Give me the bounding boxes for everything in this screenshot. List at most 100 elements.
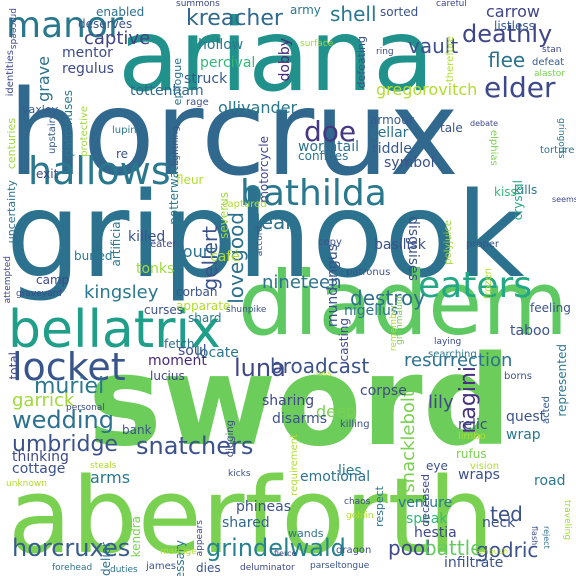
word-thinking: thinking <box>12 449 69 465</box>
word-borns: borns <box>504 371 532 382</box>
word-summons: summons <box>176 0 220 9</box>
word-elphias: elphias <box>488 130 499 166</box>
word-defeat: defeat <box>532 57 565 68</box>
word-seems: seems <box>552 195 576 204</box>
word-ariana: ariana <box>118 0 435 114</box>
word-luna: luna <box>234 354 286 382</box>
word-struck: struck <box>184 71 228 87</box>
word-carrow: carrow <box>486 2 540 21</box>
word-shared: shared <box>222 515 270 531</box>
word-yaxley: yaxley <box>22 103 59 116</box>
word-godric: godric <box>476 538 539 562</box>
word-sharing: sharing <box>262 393 315 409</box>
word-hallows: hallows <box>28 149 171 193</box>
word-road: road <box>534 473 566 489</box>
word-respect: respect <box>373 486 386 527</box>
word-tale: tale <box>440 121 463 135</box>
word-appears: appears <box>195 520 205 557</box>
word-exit: exit <box>36 167 59 181</box>
word-killed: killed <box>128 229 166 245</box>
word-lies: lies <box>338 463 362 479</box>
word-goblin: goblin <box>346 511 374 521</box>
word-james: james <box>146 561 177 572</box>
word-kendra: kendra <box>129 516 143 558</box>
word-confides: confides <box>298 149 349 163</box>
word-accord: accord <box>255 226 265 257</box>
word-symbol: symbol <box>384 155 435 171</box>
word-alastor: alastor <box>534 69 565 79</box>
word-dobby: dobby <box>277 38 293 82</box>
word-re: re <box>116 147 129 161</box>
word-hollow: hollow <box>198 37 244 53</box>
word-represented: represented <box>555 344 569 417</box>
word-shacklebolt: shacklebolt <box>398 390 419 493</box>
word-apparate: apparate <box>176 299 231 313</box>
word-resurrection: resurrection <box>404 350 513 371</box>
word-riddle: riddle <box>372 141 412 157</box>
word-wormtail: wormtail <box>298 139 360 155</box>
word-mundungus: mundungus <box>325 244 341 328</box>
word-bathilda: bathilda <box>240 173 387 214</box>
word-less: less <box>316 369 332 378</box>
word-grindelwald: grindelwald <box>206 534 346 562</box>
word-killing: killing <box>340 419 370 430</box>
word-bank: bank <box>122 423 152 437</box>
word-searching: searching <box>428 349 477 360</box>
word-limbo: limbo <box>458 431 486 442</box>
word-mentor: mentor <box>62 45 113 61</box>
word-proceeds: proceeds <box>8 8 18 50</box>
word-defeating: defeating <box>355 36 368 89</box>
word-griphook: griphook <box>6 166 525 304</box>
word-diadem: diadem <box>238 252 568 355</box>
word-sorted: sorted <box>380 5 419 19</box>
word-remember: remember <box>389 304 399 352</box>
word-lightning: lightning <box>171 126 181 166</box>
word-reject: reject <box>542 526 551 549</box>
word-ring: ring <box>376 47 394 57</box>
word-snatchers: snatchers <box>136 432 254 460</box>
word-kreacher: kreacher <box>186 6 283 31</box>
word-deluminator: deluminator <box>240 563 295 573</box>
word-chaos: chaos <box>344 497 371 507</box>
word-eye: eye <box>426 459 448 473</box>
word-acted: acted <box>541 396 552 425</box>
word-torture: torture <box>540 145 575 156</box>
word-deep: deep <box>316 402 356 421</box>
word-venture: venture <box>398 495 453 511</box>
word-moment: moment <box>148 353 207 369</box>
word-infiltrate: infiltrate <box>444 555 504 571</box>
word-wraps: wraps <box>458 467 500 483</box>
word-listless: listless <box>494 19 535 33</box>
word-broadcast: broadcast <box>270 354 370 378</box>
word-proper: proper <box>466 239 499 250</box>
word-vision: vision <box>470 461 500 472</box>
word-identities: identities <box>5 50 16 97</box>
word-hestia: hestia <box>414 525 457 541</box>
word-patronuses: patronuses <box>61 90 75 157</box>
word-curses: curses <box>144 303 184 317</box>
word-bellatrix: bellatrix <box>8 300 221 360</box>
word-parseltongue: parseltongue <box>310 561 370 571</box>
word-flee: flee <box>488 48 526 72</box>
word-patronus: patronus <box>346 267 391 278</box>
word-deserves: deserves <box>78 17 133 31</box>
word-stan: stan <box>542 45 562 55</box>
word-wedding: wedding <box>12 406 114 434</box>
word-camp: camp <box>36 273 70 287</box>
word-locket: locket <box>12 345 126 389</box>
word-court: court <box>174 242 216 261</box>
word-aberforth: aberforth <box>8 455 495 576</box>
word-digging: digging <box>225 420 236 458</box>
word-uncertainty: uncertainty <box>5 180 18 244</box>
word-lily: lily <box>428 392 454 413</box>
word-rufus: rufus <box>456 447 487 461</box>
word-gregorovitch: gregorovitch <box>376 80 478 99</box>
word-steals: steals <box>90 461 117 471</box>
word-graveyard: graveyard <box>16 289 62 299</box>
word-therefore: therefore <box>445 36 456 83</box>
word-garrick: garrick <box>12 390 75 411</box>
word-locate: locate <box>196 345 239 361</box>
word-army: army <box>290 3 321 17</box>
word-laying: laying <box>434 337 462 347</box>
word-gringotts: gringotts <box>556 118 566 159</box>
